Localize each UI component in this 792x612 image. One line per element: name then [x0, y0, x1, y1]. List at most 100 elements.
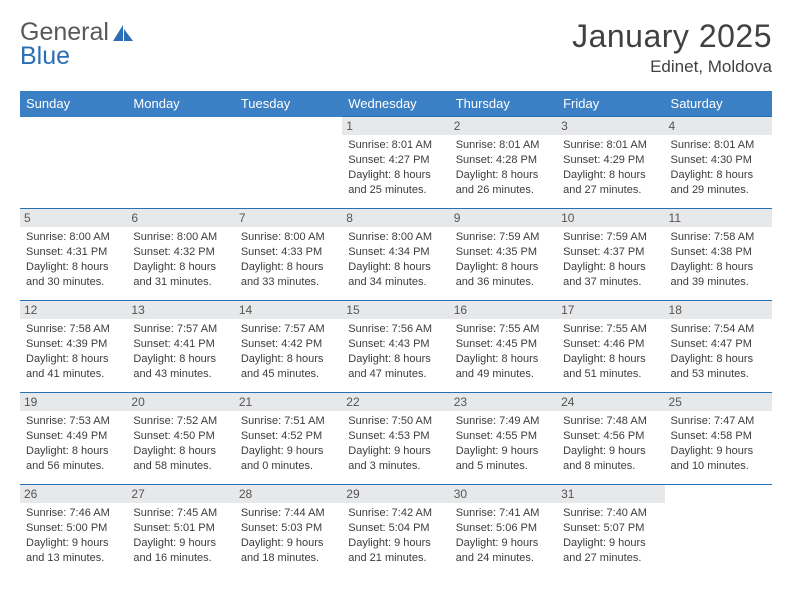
day-info: Sunrise: 8:01 AMSunset: 4:30 PMDaylight:…: [671, 138, 766, 197]
calendar-body: 1 Sunrise: 8:01 AMSunset: 4:27 PMDaylight…: [20, 117, 772, 577]
weekday-header-row: Sunday Monday Tuesday Wednesday Thursday…: [20, 91, 772, 117]
day-info: Sunrise: 8:01 AMSunset: 4:28 PMDaylight:…: [456, 138, 551, 197]
day-info: Sunrise: 7:55 AMSunset: 4:46 PMDaylight:…: [563, 322, 658, 381]
day-info: Sunrise: 7:44 AMSunset: 5:03 PMDaylight:…: [241, 506, 336, 565]
day-info: Sunrise: 7:46 AMSunset: 5:00 PMDaylight:…: [26, 506, 121, 565]
weekday-header: Thursday: [450, 91, 557, 117]
calendar-cell: 24 Sunrise: 7:48 AMSunset: 4:56 PMDayligh…: [557, 393, 664, 485]
day-number: 13: [127, 301, 234, 319]
page-header: General January 2025 Edinet, Moldova: [20, 18, 772, 77]
sail-icon: [111, 23, 135, 43]
calendar-cell: 26 Sunrise: 7:46 AMSunset: 5:00 PMDayligh…: [20, 485, 127, 577]
calendar-cell: 30Sunrise: 7:41 AMSunset: 5:06 PMDayligh…: [450, 485, 557, 577]
calendar-cell: 7 Sunrise: 8:00 AMSunset: 4:33 PMDaylight…: [235, 209, 342, 301]
day-info: Sunrise: 7:56 AMSunset: 4:43 PMDaylight:…: [348, 322, 443, 381]
calendar-cell: 31 Sunrise: 7:40 AMSunset: 5:07 PMDayligh…: [557, 485, 664, 577]
day-info: Sunrise: 8:01 AMSunset: 4:29 PMDaylight:…: [563, 138, 658, 197]
day-number: 2: [450, 117, 557, 135]
day-info: Sunrise: 8:01 AMSunset: 4:27 PMDaylight:…: [348, 138, 443, 197]
calendar-cell: 17 Sunrise: 7:55 AMSunset: 4:46 PMDayligh…: [557, 301, 664, 393]
day-number: 15: [342, 301, 449, 319]
day-info: Sunrise: 8:00 AMSunset: 4:34 PMDaylight:…: [348, 230, 443, 289]
calendar-week-row: 12 Sunrise: 7:58 AMSunset: 4:39 PMDayligh…: [20, 301, 772, 393]
calendar-cell: [235, 117, 342, 209]
day-info: Sunrise: 7:42 AMSunset: 5:04 PMDaylight:…: [348, 506, 443, 565]
day-info: Sunrise: 8:00 AMSunset: 4:32 PMDaylight:…: [133, 230, 228, 289]
weekday-header: Saturday: [665, 91, 772, 117]
day-number: 21: [235, 393, 342, 411]
calendar-cell: 10 Sunrise: 7:59 AMSunset: 4:37 PMDayligh…: [557, 209, 664, 301]
calendar-cell: 4 Sunrise: 8:01 AMSunset: 4:30 PMDaylight…: [665, 117, 772, 209]
weekday-header: Sunday: [20, 91, 127, 117]
day-info: Sunrise: 8:00 AMSunset: 4:33 PMDaylight:…: [241, 230, 336, 289]
day-number: 28: [235, 485, 342, 503]
calendar-cell: 11 Sunrise: 7:58 AMSunset: 4:38 PMDayligh…: [665, 209, 772, 301]
calendar-week-row: 19 Sunrise: 7:53 AMSunset: 4:49 PMDayligh…: [20, 393, 772, 485]
day-info: Sunrise: 7:48 AMSunset: 4:56 PMDaylight:…: [563, 414, 658, 473]
day-number: 8: [342, 209, 449, 227]
calendar-cell: 20 Sunrise: 7:52 AMSunset: 4:50 PMDayligh…: [127, 393, 234, 485]
weekday-header: Tuesday: [235, 91, 342, 117]
calendar-week-row: 5Sunrise: 8:00 AMSunset: 4:31 PMDaylight…: [20, 209, 772, 301]
day-number: 3: [557, 117, 664, 135]
calendar-cell: 2 Sunrise: 8:01 AMSunset: 4:28 PMDaylight…: [450, 117, 557, 209]
day-number: 27: [127, 485, 234, 503]
day-number: 6: [127, 209, 234, 227]
calendar-cell: 15 Sunrise: 7:56 AMSunset: 4:43 PMDayligh…: [342, 301, 449, 393]
calendar-cell: 28 Sunrise: 7:44 AMSunset: 5:03 PMDayligh…: [235, 485, 342, 577]
day-info: Sunrise: 7:51 AMSunset: 4:52 PMDaylight:…: [241, 414, 336, 473]
day-number: 23: [450, 393, 557, 411]
weekday-header: Friday: [557, 91, 664, 117]
day-info: Sunrise: 7:58 AMSunset: 4:39 PMDaylight:…: [26, 322, 121, 381]
calendar-cell: 29 Sunrise: 7:42 AMSunset: 5:04 PMDayligh…: [342, 485, 449, 577]
day-number: 25: [665, 393, 772, 411]
day-info: Sunrise: 7:49 AMSunset: 4:55 PMDaylight:…: [456, 414, 551, 473]
day-number: 11: [665, 209, 772, 227]
day-info: Sunrise: 7:59 AMSunset: 4:37 PMDaylight:…: [563, 230, 658, 289]
day-number: 1: [342, 117, 449, 135]
day-info: Sunrise: 7:57 AMSunset: 4:42 PMDaylight:…: [241, 322, 336, 381]
calendar-week-row: 26 Sunrise: 7:46 AMSunset: 5:00 PMDayligh…: [20, 485, 772, 577]
day-number: 19: [20, 393, 127, 411]
day-number: 14: [235, 301, 342, 319]
day-number: 17: [557, 301, 664, 319]
day-number: 16: [450, 301, 557, 319]
day-number: 10: [557, 209, 664, 227]
day-info: Sunrise: 7:52 AMSunset: 4:50 PMDaylight:…: [133, 414, 228, 473]
day-number: 22: [342, 393, 449, 411]
calendar-cell: 23 Sunrise: 7:49 AMSunset: 4:55 PMDayligh…: [450, 393, 557, 485]
day-number: 5: [20, 209, 127, 227]
day-number: 26: [20, 485, 127, 503]
day-info: Sunrise: 7:53 AMSunset: 4:49 PMDaylight:…: [26, 414, 121, 473]
day-info: Sunrise: 7:45 AMSunset: 5:01 PMDaylight:…: [133, 506, 228, 565]
day-number: 18: [665, 301, 772, 319]
day-number: 7: [235, 209, 342, 227]
calendar-cell: 3 Sunrise: 8:01 AMSunset: 4:29 PMDaylight…: [557, 117, 664, 209]
weekday-header: Wednesday: [342, 91, 449, 117]
calendar-cell: [127, 117, 234, 209]
day-number: 4: [665, 117, 772, 135]
day-number: 29: [342, 485, 449, 503]
day-number: 31: [557, 485, 664, 503]
month-title: January 2025: [572, 18, 772, 55]
day-number: 20: [127, 393, 234, 411]
calendar-cell: 8 Sunrise: 8:00 AMSunset: 4:34 PMDaylight…: [342, 209, 449, 301]
location-label: Edinet, Moldova: [572, 57, 772, 77]
day-number: 9: [450, 209, 557, 227]
day-info: Sunrise: 7:57 AMSunset: 4:41 PMDaylight:…: [133, 322, 228, 381]
calendar-cell: 25Sunrise: 7:47 AMSunset: 4:58 PMDayligh…: [665, 393, 772, 485]
day-number: 12: [20, 301, 127, 319]
title-block: January 2025 Edinet, Moldova: [572, 18, 772, 77]
day-info: Sunrise: 7:58 AMSunset: 4:38 PMDaylight:…: [671, 230, 766, 289]
day-number: 24: [557, 393, 664, 411]
day-info: Sunrise: 7:55 AMSunset: 4:45 PMDaylight:…: [456, 322, 551, 381]
calendar-cell: 6 Sunrise: 8:00 AMSunset: 4:32 PMDaylight…: [127, 209, 234, 301]
day-info: Sunrise: 7:40 AMSunset: 5:07 PMDaylight:…: [563, 506, 658, 565]
calendar-cell: 13 Sunrise: 7:57 AMSunset: 4:41 PMDayligh…: [127, 301, 234, 393]
calendar-week-row: 1 Sunrise: 8:01 AMSunset: 4:27 PMDaylight…: [20, 117, 772, 209]
calendar-cell: 19 Sunrise: 7:53 AMSunset: 4:49 PMDayligh…: [20, 393, 127, 485]
calendar-cell: 22Sunrise: 7:50 AMSunset: 4:53 PMDayligh…: [342, 393, 449, 485]
calendar-cell: 5Sunrise: 8:00 AMSunset: 4:31 PMDaylight…: [20, 209, 127, 301]
calendar-cell: 27 Sunrise: 7:45 AMSunset: 5:01 PMDayligh…: [127, 485, 234, 577]
calendar-cell: [20, 117, 127, 209]
